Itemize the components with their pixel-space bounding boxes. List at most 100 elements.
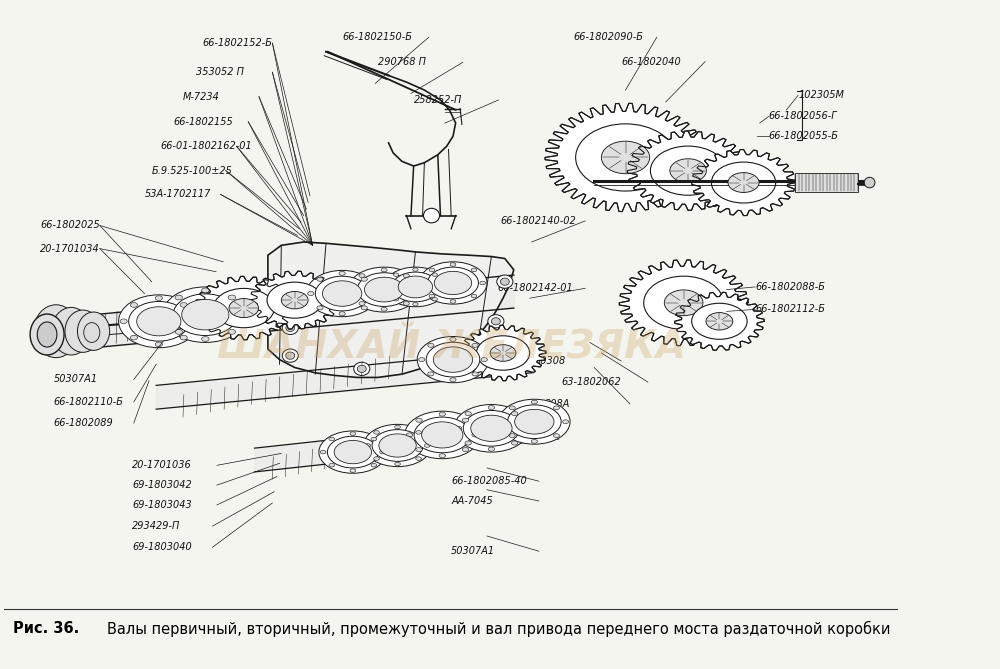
Ellipse shape bbox=[664, 290, 703, 316]
Text: 50308: 50308 bbox=[534, 356, 566, 366]
Text: 66-1802110-Б: 66-1802110-Б bbox=[53, 397, 123, 407]
Text: 20-1701036: 20-1701036 bbox=[132, 460, 192, 470]
Ellipse shape bbox=[286, 352, 295, 359]
Ellipse shape bbox=[130, 302, 138, 307]
Ellipse shape bbox=[479, 349, 495, 362]
Ellipse shape bbox=[395, 462, 400, 466]
Text: АА-7045: АА-7045 bbox=[451, 496, 493, 506]
Text: Валы первичный, вторичный, промежуточный и вал привода переднего моста раздаточн: Валы первичный, вторичный, промежуточный… bbox=[107, 620, 890, 637]
Ellipse shape bbox=[182, 300, 229, 330]
Text: 66-1802090-Б: 66-1802090-Б bbox=[574, 32, 644, 42]
Polygon shape bbox=[675, 292, 764, 351]
Ellipse shape bbox=[162, 287, 248, 343]
Ellipse shape bbox=[462, 418, 469, 422]
Ellipse shape bbox=[491, 318, 500, 325]
Text: 66-1802112-Б: 66-1802112-Б bbox=[755, 304, 825, 314]
Ellipse shape bbox=[319, 431, 387, 473]
Ellipse shape bbox=[403, 302, 409, 305]
Ellipse shape bbox=[171, 310, 186, 329]
Ellipse shape bbox=[553, 434, 559, 438]
Ellipse shape bbox=[202, 288, 209, 293]
Ellipse shape bbox=[371, 438, 377, 441]
Ellipse shape bbox=[322, 281, 362, 306]
Text: 66-1802150-Б: 66-1802150-Б bbox=[342, 32, 412, 42]
Ellipse shape bbox=[406, 433, 413, 437]
Ellipse shape bbox=[52, 308, 91, 355]
Ellipse shape bbox=[429, 294, 435, 298]
Text: 66-1802025: 66-1802025 bbox=[40, 221, 100, 231]
Ellipse shape bbox=[77, 312, 110, 351]
Polygon shape bbox=[795, 173, 858, 193]
Ellipse shape bbox=[372, 429, 423, 462]
Ellipse shape bbox=[426, 343, 480, 377]
Ellipse shape bbox=[423, 208, 440, 223]
Text: 66-01-1802162-01: 66-01-1802162-01 bbox=[161, 141, 252, 151]
Ellipse shape bbox=[450, 378, 456, 382]
Ellipse shape bbox=[385, 285, 391, 288]
Ellipse shape bbox=[155, 296, 162, 300]
Ellipse shape bbox=[380, 450, 385, 454]
Ellipse shape bbox=[403, 274, 409, 278]
Text: 50307А1: 50307А1 bbox=[451, 546, 495, 556]
Text: 293429-П: 293429-П bbox=[132, 521, 180, 531]
Ellipse shape bbox=[440, 285, 445, 288]
Text: 50307А1: 50307А1 bbox=[53, 375, 97, 385]
Ellipse shape bbox=[480, 281, 486, 285]
Ellipse shape bbox=[339, 312, 345, 316]
Ellipse shape bbox=[239, 312, 247, 317]
Text: 66-1802155: 66-1802155 bbox=[173, 117, 233, 126]
Text: 66-1802089: 66-1802089 bbox=[53, 418, 113, 428]
Ellipse shape bbox=[395, 425, 400, 429]
Ellipse shape bbox=[34, 305, 78, 358]
Ellipse shape bbox=[563, 420, 569, 423]
Ellipse shape bbox=[439, 412, 445, 416]
Ellipse shape bbox=[282, 349, 298, 362]
Ellipse shape bbox=[450, 337, 456, 341]
Polygon shape bbox=[268, 242, 514, 377]
Text: 20-1701034: 20-1701034 bbox=[40, 244, 100, 254]
Text: 66-1802142-01: 66-1802142-01 bbox=[498, 283, 573, 293]
Ellipse shape bbox=[180, 335, 187, 340]
Ellipse shape bbox=[175, 329, 183, 334]
Ellipse shape bbox=[381, 307, 387, 311]
Ellipse shape bbox=[339, 272, 345, 276]
Ellipse shape bbox=[30, 314, 64, 355]
Polygon shape bbox=[692, 149, 795, 215]
Ellipse shape bbox=[413, 302, 418, 306]
Text: 208А: 208А bbox=[545, 399, 570, 409]
Ellipse shape bbox=[317, 306, 323, 310]
Text: 353052 П: 353052 П bbox=[196, 67, 244, 77]
Ellipse shape bbox=[37, 322, 57, 347]
Ellipse shape bbox=[454, 405, 529, 452]
Text: 66-1802152-Б: 66-1802152-Б bbox=[203, 38, 273, 48]
Ellipse shape bbox=[357, 365, 366, 373]
Ellipse shape bbox=[521, 426, 527, 430]
Ellipse shape bbox=[164, 312, 172, 317]
Ellipse shape bbox=[531, 400, 537, 404]
Ellipse shape bbox=[228, 329, 236, 334]
Ellipse shape bbox=[472, 372, 478, 376]
Ellipse shape bbox=[190, 319, 198, 324]
Ellipse shape bbox=[359, 274, 365, 278]
Ellipse shape bbox=[462, 448, 469, 452]
Ellipse shape bbox=[365, 444, 371, 448]
Text: 63-1802062: 63-1802062 bbox=[561, 377, 621, 387]
Ellipse shape bbox=[130, 335, 138, 340]
Ellipse shape bbox=[364, 424, 432, 467]
Text: 66-1802085-40: 66-1802085-40 bbox=[451, 476, 527, 486]
Ellipse shape bbox=[497, 275, 513, 288]
Ellipse shape bbox=[488, 314, 504, 328]
Ellipse shape bbox=[213, 288, 274, 328]
Ellipse shape bbox=[471, 268, 477, 272]
Ellipse shape bbox=[374, 431, 379, 434]
Text: 258252-П: 258252-П bbox=[414, 95, 462, 105]
Ellipse shape bbox=[465, 411, 471, 415]
Ellipse shape bbox=[508, 405, 561, 439]
Polygon shape bbox=[250, 271, 339, 329]
Ellipse shape bbox=[320, 450, 326, 454]
Ellipse shape bbox=[429, 365, 438, 373]
Ellipse shape bbox=[329, 438, 335, 441]
Ellipse shape bbox=[267, 282, 322, 318]
Ellipse shape bbox=[424, 444, 430, 448]
Ellipse shape bbox=[78, 316, 105, 349]
